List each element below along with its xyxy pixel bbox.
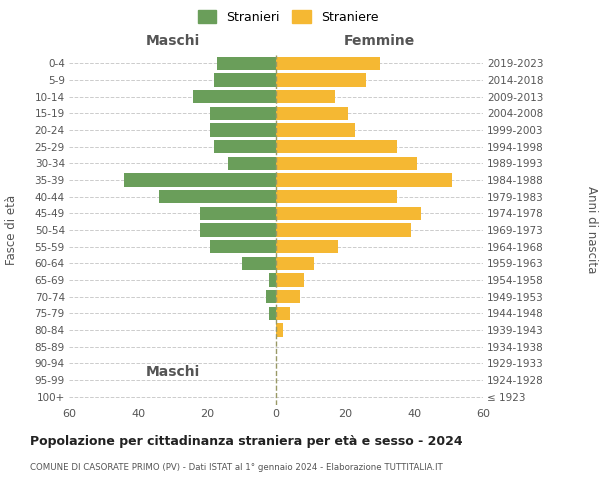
Bar	[276, 324, 283, 336]
Bar	[228, 156, 276, 170]
Bar	[276, 140, 397, 153]
Bar	[217, 56, 276, 70]
Text: Femmine: Femmine	[344, 34, 415, 48]
Bar	[269, 306, 276, 320]
Bar	[193, 90, 276, 104]
Bar	[276, 190, 397, 203]
Bar	[211, 124, 276, 136]
Bar	[276, 274, 304, 286]
Bar	[276, 306, 290, 320]
Bar	[159, 190, 276, 203]
Bar	[241, 256, 276, 270]
Text: Fasce di età: Fasce di età	[5, 195, 19, 265]
Bar	[276, 206, 421, 220]
Bar	[200, 206, 276, 220]
Bar	[214, 74, 276, 86]
Text: Popolazione per cittadinanza straniera per età e sesso - 2024: Popolazione per cittadinanza straniera p…	[30, 435, 463, 448]
Bar	[124, 174, 276, 186]
Bar	[200, 224, 276, 236]
Bar	[276, 290, 300, 304]
Text: Maschi: Maschi	[145, 34, 200, 48]
Bar	[276, 174, 452, 186]
Bar	[276, 256, 314, 270]
Bar	[276, 74, 366, 86]
Text: Maschi: Maschi	[145, 366, 200, 380]
Bar	[211, 240, 276, 254]
Text: Anni di nascita: Anni di nascita	[584, 186, 598, 274]
Legend: Stranieri, Straniere: Stranieri, Straniere	[194, 6, 382, 28]
Bar	[276, 240, 338, 254]
Bar	[276, 106, 349, 120]
Bar	[276, 156, 418, 170]
Bar	[269, 274, 276, 286]
Bar	[276, 224, 410, 236]
Bar	[266, 290, 276, 304]
Bar	[276, 124, 355, 136]
Bar	[276, 90, 335, 104]
Bar	[276, 56, 380, 70]
Bar	[211, 106, 276, 120]
Text: COMUNE DI CASORATE PRIMO (PV) - Dati ISTAT al 1° gennaio 2024 - Elaborazione TUT: COMUNE DI CASORATE PRIMO (PV) - Dati IST…	[30, 462, 443, 471]
Bar	[214, 140, 276, 153]
